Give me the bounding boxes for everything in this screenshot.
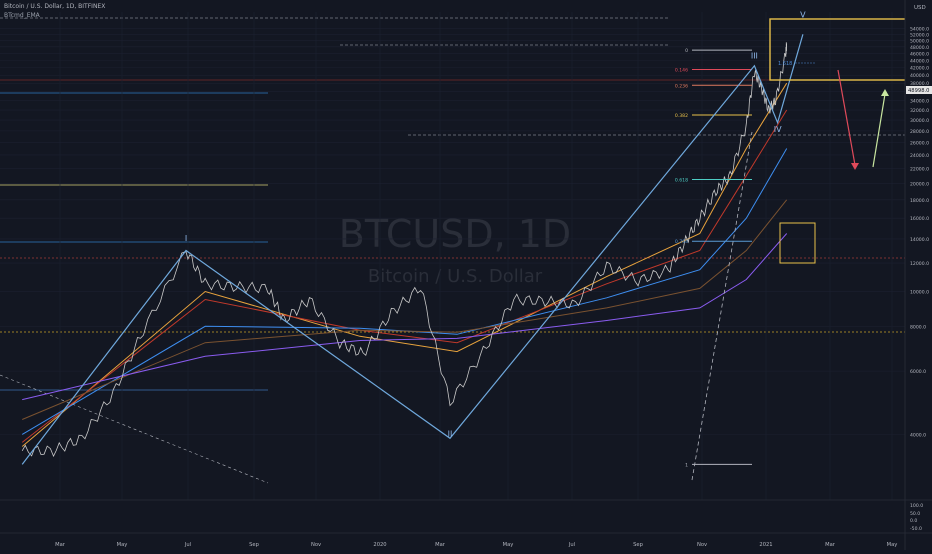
fib-level-label: 0 (685, 48, 688, 54)
x-tick-label: Nov (311, 542, 321, 548)
y-tick-label: 10000.0 (910, 289, 929, 295)
wave-label: V (800, 10, 806, 19)
x-tick-label: 2021 (759, 542, 772, 548)
currency-label: USD (914, 5, 926, 11)
ema-line (21, 109, 788, 443)
x-tick-label: Sep (249, 542, 259, 548)
time-axis[interactable]: Mar May Jul Sep Nov 2020 Mar May Jul Sep Nov 2021 Ma… (55, 542, 897, 548)
fib-levels: 0 0.146 0.236 0.382 0.618 0.764 1 (675, 48, 752, 468)
fib-level-label: 1 (685, 462, 688, 468)
chart-header: Bitcoin / U.S. Dollar, 1D, BITFINEX BTcm… (4, 2, 105, 20)
x-tick-label: May (117, 542, 128, 548)
x-tick-label: May (887, 542, 898, 548)
y-tick-label: 52000.0 (910, 32, 929, 38)
last-price-label: 48998.0 (908, 88, 929, 94)
wave-label: III (751, 52, 758, 61)
x-tick-label: Mar (435, 542, 446, 548)
y-tick-label: 20000.0 (910, 181, 929, 187)
y-tick-label: 4000.0 (910, 432, 926, 438)
fib-level-label: 0.236 (675, 83, 688, 89)
wave-label: II (448, 429, 453, 438)
y-tick-label: 30000.0 (910, 118, 929, 124)
wave-path (21, 34, 804, 465)
y-tick-label: 6000.0 (910, 369, 926, 375)
ema-lines (21, 82, 788, 447)
price-axis[interactable]: 4000.0 6000.0 8000.0 10000.0 12000.0 14000.0 1… (910, 26, 929, 438)
ema-line (22, 199, 788, 420)
lower-pane-axis: 100.0 50.00.0 -50.0 (910, 503, 923, 532)
y-tick-label: 44000.0 (910, 58, 929, 64)
x-tick-label: Mar (825, 542, 836, 548)
y-tick-label: 48000.0 (910, 45, 929, 51)
fib-anchor-line (691, 131, 753, 481)
y-tick-label: 14000.0 (910, 237, 929, 243)
lower-tick-label: 0.0 (910, 518, 917, 524)
lower-tick-label: 50.0 (910, 511, 920, 517)
y-tick-label: 22000.0 (910, 166, 929, 172)
y-tick-label: 8000.0 (910, 324, 926, 330)
y-tick-label: 54000.0 (910, 26, 929, 32)
x-tick-label: Mar (55, 542, 66, 548)
ema-line (21, 82, 788, 447)
wave-label: IV (774, 125, 782, 134)
fib-level-label: 0.618 (675, 177, 688, 183)
x-tick-label: May (503, 542, 514, 548)
y-tick-label: 32000.0 (910, 108, 929, 114)
fib-level-label: 0.146 (675, 67, 688, 73)
y-tick-label: 38000.0 (910, 81, 929, 87)
ema-line (22, 233, 788, 401)
y-tick-label: 46000.0 (910, 51, 929, 57)
y-tick-label: 24000.0 (910, 153, 929, 159)
y-tick-label: 50000.0 (910, 38, 929, 44)
forecast-arrows (837, 69, 889, 170)
y-tick-label: 18000.0 (910, 198, 929, 204)
lower-tick-label: -50.0 (910, 526, 922, 532)
y-tick-label: 28000.0 (910, 129, 929, 135)
ema-line (21, 148, 788, 435)
fib-level-label: 0.764 (675, 239, 688, 245)
wave-label: I (185, 234, 187, 243)
indicator-label: BTcmd_EMA (4, 12, 40, 19)
x-tick-label: 2020 (373, 542, 386, 548)
x-tick-label: Sep (633, 542, 643, 548)
watermark-name: Bitcoin / U.S. Dollar (368, 266, 543, 287)
symbol-title: Bitcoin / U.S. Dollar, 1D, BITFINEX (4, 3, 106, 10)
y-tick-label: 40000.0 (910, 73, 929, 79)
last-price-badge (906, 86, 932, 94)
x-tick-label: Jul (568, 542, 575, 548)
y-tick-label: 12000.0 (910, 261, 929, 267)
lower-tick-label: 100.0 (910, 503, 923, 509)
price-series (21, 42, 788, 458)
fib-level-label: 0.382 (675, 113, 688, 119)
target-box-label: 1.618 (778, 61, 792, 67)
y-tick-label: 16000.0 (910, 216, 929, 222)
x-tick-label: Nov (697, 542, 707, 548)
x-tick-label: Jul (184, 542, 191, 548)
y-tick-label: 34000.0 (910, 99, 929, 105)
watermark-ticker: BTCUSD, 1D (339, 212, 571, 256)
y-tick-label: 42000.0 (910, 66, 929, 72)
price-line (21, 42, 788, 458)
wave-iv-box[interactable] (779, 222, 816, 264)
y-tick-label: 26000.0 (910, 140, 929, 146)
